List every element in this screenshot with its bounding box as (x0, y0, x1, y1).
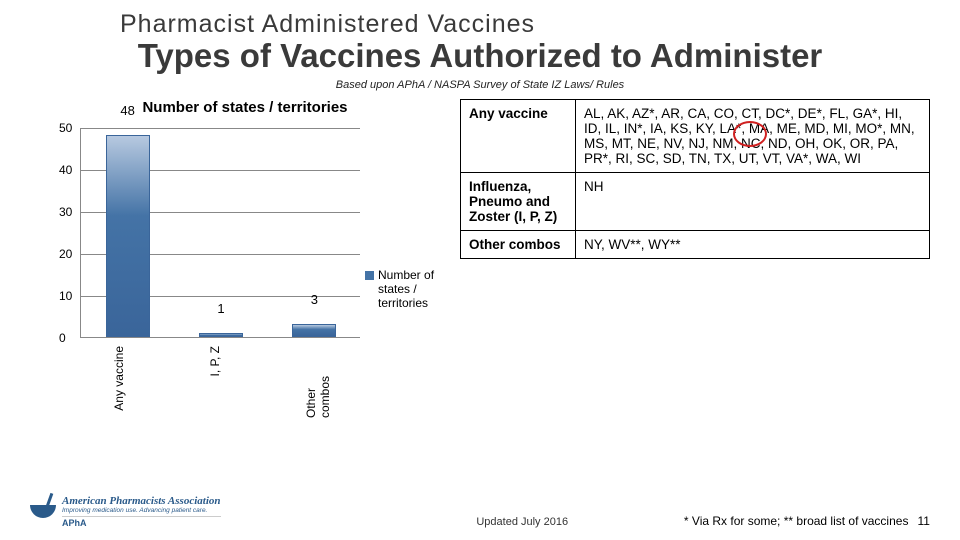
bar (292, 324, 336, 337)
slide-subtitle: Based upon APhA / NASPA Survey of State … (30, 79, 930, 91)
states-table: Any vaccine AL, AK, AZ*, AR, CA, CO, CT,… (460, 99, 930, 259)
chart-column: Number of states / territories 0 10 20 30 40… (30, 99, 460, 418)
content-row: Number of states / territories 0 10 20 30 40… (30, 99, 930, 418)
footnote: * Via Rx for some; ** broad list of vacc… (684, 514, 909, 528)
legend-swatch (365, 271, 374, 280)
category-label-0: Any vaccine (112, 346, 126, 411)
logo: American Pharmacists Association Improvi… (30, 495, 221, 528)
bar-value-label: 3 (311, 292, 318, 307)
bar (106, 135, 150, 337)
legend-label: Number of states / territories (378, 268, 465, 310)
table-row: Any vaccine AL, AK, AZ*, AR, CA, CO, CT,… (461, 100, 930, 173)
logo-abbr: APhA (62, 516, 221, 528)
row2-key: Other combos (461, 231, 576, 259)
table-column: Any vaccine AL, AK, AZ*, AR, CA, CO, CT,… (460, 99, 930, 418)
ytick-label: 0 (59, 331, 66, 345)
ytick-label: 30 (59, 205, 72, 219)
category-label-1: I, P, Z (208, 346, 222, 376)
footer: American Pharmacists Association Improvi… (30, 495, 930, 528)
row0-val: AL, AK, AZ*, AR, CA, CO, CT, DC*, DE*, F… (576, 100, 930, 173)
chart-legend: Number of states / territories (365, 268, 465, 310)
table-row: Influenza, Pneumo and Zoster (I, P, Z) N… (461, 173, 930, 231)
ytick-label: 20 (59, 247, 72, 261)
slide: Pharmacist Administered Vaccines Types o… (0, 0, 960, 540)
bar (199, 333, 243, 337)
chart-plot: 010203040504813 (80, 128, 360, 338)
logo-line2: Improving medication use. Advancing pati… (62, 507, 221, 514)
logo-text: American Pharmacists Association Improvi… (62, 495, 221, 528)
footnote-wrap: * Via Rx for some; ** broad list of vacc… (684, 514, 930, 528)
slide-title: Types of Vaccines Authorized to Administ… (30, 37, 930, 75)
page-number: 11 (918, 514, 930, 528)
bar-value-label: 1 (217, 301, 224, 316)
bar-value-label: 48 (120, 103, 134, 118)
category-label-2: Other combos (304, 346, 332, 418)
ytick-label: 40 (59, 163, 72, 177)
supertitle: Pharmacist Administered Vaccines (120, 10, 930, 39)
mortar-icon (30, 505, 56, 518)
row1-key: Influenza, Pneumo and Zoster (I, P, Z) (461, 173, 576, 231)
table-row: Other combos NY, WV**, WY** (461, 231, 930, 259)
chart-title: Number of states / territories (30, 99, 460, 116)
row2-val: NY, WV**, WY** (576, 231, 930, 259)
logo-line1: American Pharmacists Association (62, 495, 221, 507)
updated-text: Updated July 2016 (476, 516, 568, 528)
chart-area: 010203040504813 Number of states / terri… (60, 118, 460, 418)
row0-key: Any vaccine (461, 100, 576, 173)
ytick-label: 10 (59, 289, 72, 303)
logo-badge (30, 505, 56, 518)
ytick-label: 50 (59, 121, 72, 135)
row1-val: NH (576, 173, 930, 231)
